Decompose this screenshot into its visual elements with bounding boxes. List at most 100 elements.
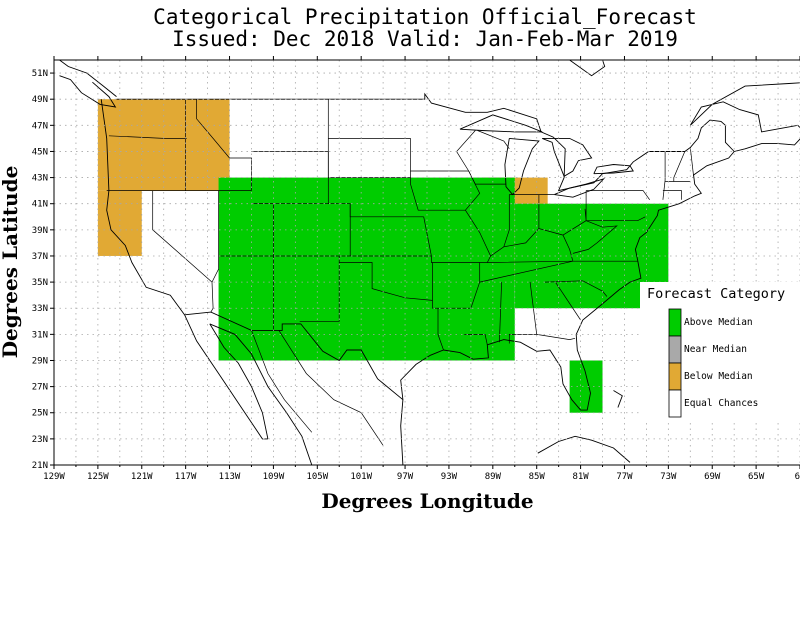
y-tick-label: 49N: [32, 95, 48, 105]
border-pa-md: [586, 216, 646, 222]
border-dakotas: [327, 99, 411, 178]
y-tick-label: 45N: [32, 147, 48, 157]
legend-item-label: Near Median: [684, 344, 747, 355]
y-tick-label: 43N: [32, 174, 48, 184]
coastline-west-coast: [100, 99, 268, 440]
border-nm-tx: [299, 256, 340, 322]
border-ct-ri: [662, 190, 682, 200]
x-tick-label: 69W: [704, 472, 721, 482]
border-ga-fl: [536, 334, 576, 340]
legend-swatch: [668, 389, 682, 418]
coastline-lake-superior: [459, 114, 543, 133]
x-tick-label: 61: [795, 472, 800, 482]
forecast-region-below: [97, 99, 230, 191]
y-tick-label: 27N: [32, 383, 48, 393]
border-mi-up: [477, 130, 510, 150]
border-mx-int1: [278, 330, 384, 446]
border-pa-ny: [586, 190, 650, 201]
x-tick-label: 73W: [660, 472, 677, 482]
x-tick-label: 129W: [43, 472, 65, 482]
x-tick-label: 65W: [748, 472, 765, 482]
coastline-canada-border: [116, 92, 735, 192]
border-nv-az: [211, 190, 219, 283]
x-tick-label: 101W: [350, 472, 372, 482]
coastline-bahamas: [613, 390, 623, 408]
coastline-lake-michigan: [504, 137, 540, 196]
y-tick-label: 29N: [32, 356, 48, 366]
map-title-line1: Categorical Precipitation Official_Forec…: [153, 5, 697, 29]
border-az-ca: [210, 282, 214, 313]
y-tick-label: 35N: [32, 278, 48, 288]
coastline-mexico-pacific: [209, 323, 313, 465]
y-tick-label: 41N: [32, 200, 48, 210]
legend-item-label: Below Median: [684, 371, 753, 382]
forecast-region-below: [97, 190, 142, 256]
legend-swatch: [668, 335, 682, 364]
map-title-line2: Issued: Dec 2018 Valid: Jan-Feb-Mar 2019: [172, 27, 678, 51]
x-tick-label: 117W: [175, 472, 197, 482]
coastline-cuba: [537, 435, 631, 463]
coastline-gulf-coast: [400, 151, 735, 465]
border-ms-al: [499, 282, 502, 343]
forecast-region-above: [218, 177, 515, 361]
forecast-region-above: [569, 360, 603, 413]
legend-item-label: Above Median: [684, 317, 753, 328]
x-tick-label: 125W: [87, 472, 109, 482]
border-mn: [410, 138, 469, 172]
border-ny-vt: [662, 151, 666, 200]
x-tick-label: 113W: [219, 472, 241, 482]
border-ia: [410, 170, 481, 211]
border-vt-nh: [673, 151, 686, 182]
border-nc-sc: [544, 280, 608, 297]
coastline-lake-huron: [542, 137, 593, 177]
border-id-e: [196, 99, 252, 191]
coastline-vancouver-island: [59, 75, 117, 108]
border-tn: [479, 260, 573, 283]
legend-swatch: [668, 362, 682, 391]
coastline-bc-coast: [59, 60, 117, 97]
plot-frame: [53, 59, 800, 466]
y-tick-label: 31N: [32, 330, 48, 340]
coastline-canada-east: [689, 82, 800, 152]
legend-box: [640, 282, 800, 422]
x-tick-label: 105W: [306, 472, 328, 482]
legend-item-label: Equal Chances: [684, 398, 758, 409]
x-axis-label: Degrees Longitude: [321, 489, 534, 513]
legend-swatch: [668, 308, 682, 337]
x-tick-label: 77W: [616, 472, 633, 482]
y-tick-label: 25N: [32, 409, 48, 419]
coastline-lake-ontario: [593, 164, 634, 175]
y-tick-label: 33N: [32, 304, 48, 314]
x-tick-label: 93W: [441, 472, 458, 482]
x-tick-label: 121W: [131, 472, 153, 482]
y-tick-label: 39N: [32, 226, 48, 236]
x-tick-label: 97W: [397, 472, 414, 482]
y-tick-label: 23N: [32, 435, 48, 445]
y-tick-label: 47N: [32, 121, 48, 131]
x-tick-label: 89W: [485, 472, 502, 482]
border-ga-sc: [555, 281, 581, 321]
x-tick-label: 109W: [263, 472, 285, 482]
y-tick-label: 21N: [32, 461, 48, 471]
legend-title: Forecast Category: [647, 286, 785, 302]
border-mx-int2: [251, 330, 313, 433]
coastline-lake-erie: [554, 177, 606, 198]
y-axis-label: Degrees Latitude: [0, 165, 22, 359]
coastline-mexico-border: [184, 311, 404, 401]
border-la-ms: [464, 334, 488, 345]
x-tick-label: 85W: [529, 472, 546, 482]
border-la: [437, 308, 444, 351]
border-ca-nv: [152, 190, 213, 283]
x-tick-label: 81W: [572, 472, 589, 482]
border-ok-tx: [339, 262, 433, 301]
coastline-hudson: [569, 60, 606, 77]
coastline-baja-gulf: [209, 323, 269, 439]
border-mo: [423, 210, 491, 263]
y-tick-label: 37N: [32, 252, 48, 262]
y-tick-label: 51N: [32, 69, 48, 79]
border-me-nh: [689, 147, 694, 177]
border-wi: [456, 130, 506, 185]
border-il-in: [503, 194, 510, 247]
